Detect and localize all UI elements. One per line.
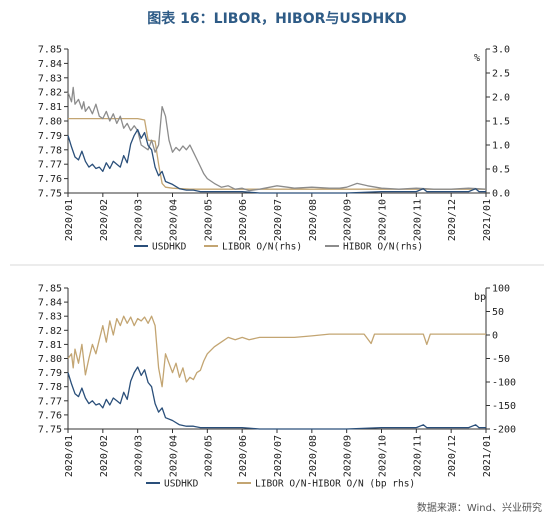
chart-panel-top: 7.75 7.76 7.77 7.78 7.79 7.80 7.81 7.82 7.83 7.84… [38, 45, 510, 253]
x-tick-label: 2020/10 [378, 435, 389, 477]
legend-label: LIBOR O/N-HIBOR O/N (bp rhs) [255, 479, 415, 490]
right-tick-label: 0 [492, 331, 498, 342]
x-tick-label: 2020/02 [99, 435, 110, 477]
figure-title: 图表 16：LIBOR，HIBOR与USDHKD [147, 11, 407, 27]
source-note: 数据来源：Wind、兴业研究 [416, 503, 542, 514]
x-tick-label: 2020/09 [343, 199, 354, 241]
left-tick-label: 7.80 [38, 117, 62, 128]
series-line-hibor-o-n-rhs [67, 86, 487, 192]
series-line-libor-o-n-hibor-o-n-bp-rhs [67, 315, 486, 388]
left-tick-label: 7.81 [38, 340, 62, 351]
left-tick-label: 7.77 [38, 160, 62, 171]
left-tick-label: 7.85 [38, 45, 62, 56]
left-tick-label: 7.81 [38, 102, 62, 113]
x-tick-label: 2020/11 [412, 199, 423, 241]
right-tick-label: 1.5 [492, 117, 510, 128]
right-tick-label: 0.0 [492, 189, 510, 200]
x-tick-label: 2020/06 [238, 435, 249, 477]
right-tick-label: 3.0 [492, 45, 510, 56]
left-tick-label: 7.79 [38, 368, 62, 379]
right-tick-label: -50 [492, 354, 510, 365]
x-tick-label: 2020/11 [412, 435, 423, 477]
right-tick-label: 50 [492, 307, 504, 318]
right-axis-unit: bp [474, 292, 486, 303]
x-tick-label: 2020/07 [273, 199, 284, 241]
series-line-libor-o-n-rhs [68, 117, 486, 190]
x-tick-label: 2020/12 [447, 199, 458, 241]
x-tick-label: 2020/05 [203, 199, 214, 241]
x-tick-label: 2021/01 [482, 435, 493, 477]
left-tick-label: 7.80 [38, 354, 62, 365]
left-tick-label: 7.85 [38, 284, 62, 295]
right-tick-label: -200 [492, 425, 516, 436]
left-tick-label: 7.84 [38, 298, 62, 309]
left-tick-label: 7.76 [38, 174, 62, 185]
x-tick-label: 2020/06 [238, 199, 249, 241]
left-tick-label: 7.75 [38, 425, 62, 436]
x-tick-label: 2020/09 [343, 435, 354, 477]
right-tick-label: -100 [492, 378, 516, 389]
right-tick-label: -150 [492, 401, 516, 412]
series-line-usdhkd [67, 366, 486, 430]
x-tick-label: 2020/05 [203, 435, 214, 477]
left-tick-label: 7.78 [38, 382, 62, 393]
x-tick-label: 2020/07 [273, 435, 284, 477]
right-tick-label: 2.0 [492, 93, 510, 104]
legend-label: LIBOR O/N(rhs) [222, 242, 302, 253]
right-tick-label: 100 [492, 284, 510, 295]
left-tick-label: 7.76 [38, 410, 62, 421]
legend-label: HIBOR O/N(rhs) [343, 242, 423, 253]
left-tick-label: 7.75 [38, 189, 62, 200]
left-tick-label: 7.83 [38, 312, 62, 323]
left-tick-label: 7.78 [38, 145, 62, 156]
left-tick-label: 7.82 [38, 88, 62, 99]
x-tick-label: 2020/08 [308, 199, 319, 241]
x-tick-label: 2020/02 [99, 199, 110, 241]
left-tick-label: 7.84 [38, 59, 62, 70]
left-tick-label: 7.77 [38, 396, 62, 407]
x-tick-label: 2020/03 [134, 435, 145, 477]
right-axis-unit: % [474, 53, 480, 64]
x-tick-label: 2020/03 [134, 199, 145, 241]
left-tick-label: 7.82 [38, 326, 62, 337]
x-tick-label: 2020/12 [447, 435, 458, 477]
x-tick-label: 2020/01 [64, 435, 75, 477]
x-tick-label: 2020/10 [378, 199, 389, 241]
right-tick-label: 0.5 [492, 165, 510, 176]
chart-panel-bottom: 7.75 7.76 7.77 7.78 7.79 7.80 7.81 7.82 7.83 7.84… [38, 284, 516, 490]
x-tick-label: 2020/04 [169, 435, 180, 477]
legend-label: USDHKD [152, 242, 187, 253]
x-tick-label: 2021/01 [482, 199, 493, 241]
x-tick-label: 2020/08 [308, 435, 319, 477]
left-tick-label: 7.83 [38, 73, 62, 84]
left-tick-label: 7.79 [38, 131, 62, 142]
x-tick-label: 2020/01 [64, 199, 75, 241]
legend-label: USDHKD [164, 479, 199, 490]
right-tick-label: 1.0 [492, 141, 510, 152]
x-tick-label: 2020/04 [169, 199, 180, 241]
series-line-usdhkd [67, 128, 486, 194]
right-tick-label: 2.5 [492, 69, 510, 80]
